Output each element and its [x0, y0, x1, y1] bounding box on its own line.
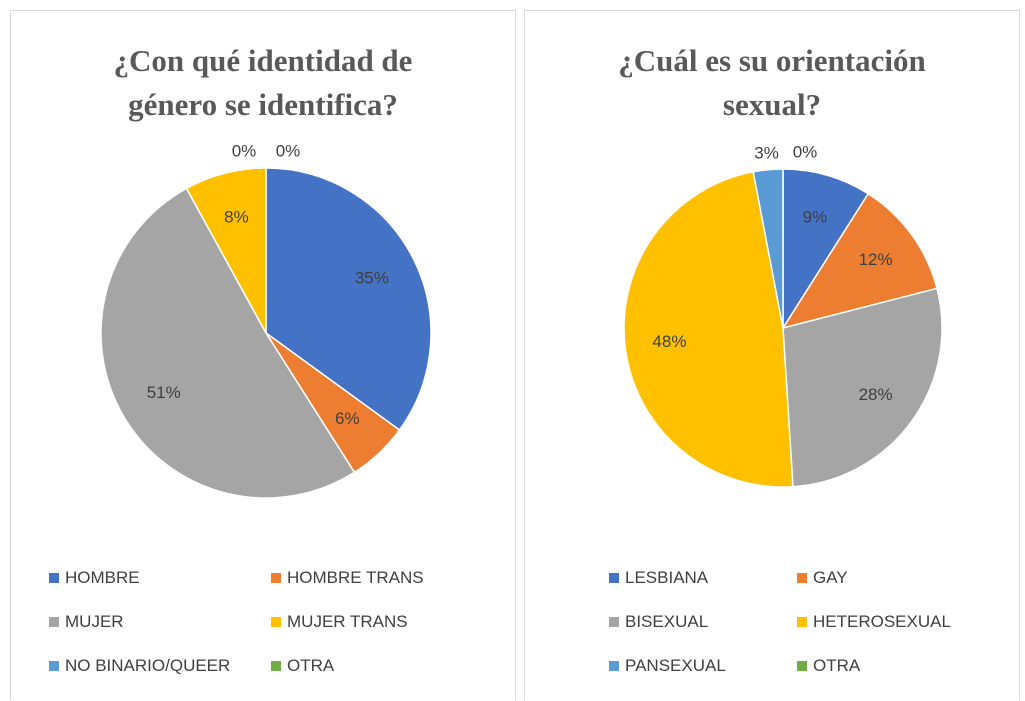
pie-slice — [781, 192, 938, 330]
pie: 9% 12% 28% 48% 3% 0% — [623, 142, 943, 488]
legend-label: HOMBRE — [65, 568, 140, 587]
legend-item: OTRA — [271, 655, 471, 677]
legend-label: NO BINARIO/QUEER — [65, 656, 231, 675]
legend: HOMBRE HOMBRE TRANS MUJER MUJER TRANS NO BIN… — [49, 567, 471, 677]
pie-slice — [782, 287, 943, 488]
pie-slice — [623, 170, 794, 488]
data-label: 0% — [276, 141, 301, 160]
chart-title: ¿Con qué identidad de género se identifi… — [113, 43, 413, 122]
data-label: 9% — [803, 208, 828, 227]
data-label: 8% — [224, 207, 249, 226]
legend-swatch — [271, 573, 281, 583]
legend-swatch — [797, 661, 807, 671]
data-label: 35% — [355, 269, 389, 288]
legend-swatch — [609, 573, 619, 583]
legend-item: MUJER — [49, 611, 271, 633]
data-label: 0% — [232, 141, 257, 160]
chart-panel: ¿Con qué identidad de género se identifi… — [10, 10, 516, 700]
data-label: 48% — [652, 332, 686, 351]
legend-swatch — [49, 661, 59, 671]
legend-swatch — [797, 617, 807, 627]
pie-slice — [185, 167, 267, 334]
legend-item: BISEXUAL — [609, 611, 797, 633]
legend-swatch — [271, 661, 281, 671]
legend-label: GAY — [813, 568, 848, 587]
legend-swatch — [271, 617, 281, 627]
legend-label: HOMBRE TRANS — [287, 568, 424, 587]
legend-swatch — [609, 617, 619, 627]
legend-label: OTRA — [287, 656, 335, 675]
legend-label: MUJER TRANS — [287, 612, 408, 631]
pie-slice — [782, 168, 870, 331]
legend-item: PANSEXUAL — [609, 655, 797, 677]
data-label: 6% — [335, 409, 360, 428]
data-label: 0% — [793, 142, 818, 161]
legend-label: OTRA — [813, 656, 861, 675]
legend-label: HETEROSEXUAL — [813, 612, 951, 631]
data-label: 12% — [859, 250, 893, 269]
legend-item: HOMBRE TRANS — [271, 567, 471, 589]
pie-slice — [100, 187, 356, 499]
data-label: 51% — [147, 383, 181, 402]
legend-item: HOMBRE — [49, 567, 271, 589]
legend-swatch — [49, 617, 59, 627]
data-label: 28% — [859, 385, 893, 404]
chart-panel: ¿Cuál es su orientación sexual? 9% 12% 28%… — [524, 10, 1020, 700]
legend-swatch — [797, 573, 807, 583]
legend-label: LESBIANA — [625, 568, 709, 587]
legend-label: PANSEXUAL — [625, 656, 726, 675]
legend: LESBIANA GAY BISEXUAL HETEROSEXUAL PANSEXUAL… — [609, 567, 997, 677]
legend-item: NO BINARIO/QUEER — [49, 655, 271, 677]
legend-item: OTRA — [797, 655, 997, 677]
chart-title: ¿Cuál es su orientación sexual? — [618, 43, 926, 122]
legend-label: BISEXUAL — [625, 612, 709, 631]
legend-item: MUJER TRANS — [271, 611, 471, 633]
legend-item: HETEROSEXUAL — [797, 611, 997, 633]
pie-slice — [752, 168, 784, 329]
legend-swatch — [609, 661, 619, 671]
legend-item: LESBIANA — [609, 567, 797, 589]
legend-swatch — [49, 573, 59, 583]
data-label: 3% — [754, 143, 779, 162]
legend-label: MUJER — [65, 612, 124, 631]
pie-slice — [265, 167, 432, 432]
legend-item: GAY — [797, 567, 997, 589]
pie: 35% 6% 51% 8% 0% 0% — [100, 141, 432, 499]
